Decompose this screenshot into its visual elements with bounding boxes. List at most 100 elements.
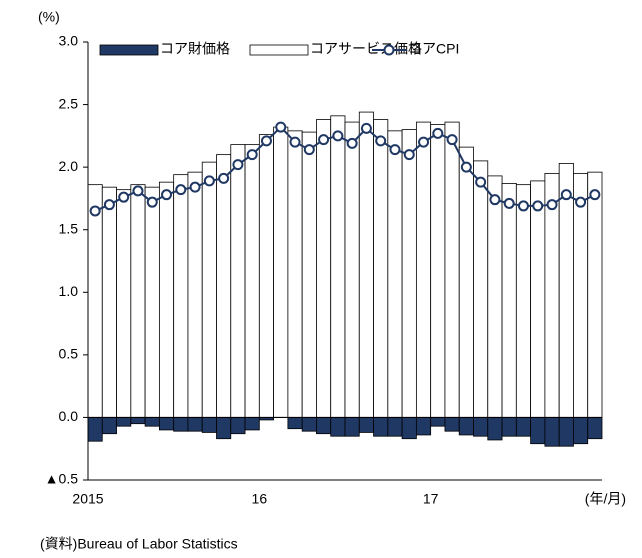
line-marker — [475, 176, 487, 188]
bar — [358, 111, 374, 418]
y-tick-label: 2.0 — [59, 158, 79, 174]
bar — [544, 417, 560, 447]
bar — [401, 129, 417, 418]
line-marker — [118, 191, 130, 203]
line-marker — [375, 135, 387, 147]
bar — [487, 175, 503, 418]
bar — [316, 417, 332, 435]
bar — [415, 417, 432, 436]
bar — [130, 417, 146, 425]
line-marker — [275, 121, 287, 133]
line-marker — [346, 137, 358, 149]
bar — [458, 146, 474, 418]
bar — [144, 417, 160, 427]
line-marker — [189, 181, 201, 193]
bar — [501, 183, 517, 418]
bar — [401, 417, 417, 440]
legend-marker — [383, 44, 395, 56]
legend-label: コア財価格 — [160, 41, 230, 57]
bar — [558, 417, 574, 447]
bar — [244, 417, 260, 431]
bar — [287, 130, 303, 418]
bar — [301, 131, 317, 418]
bar — [573, 417, 589, 445]
line-marker — [246, 149, 258, 161]
bar — [216, 154, 232, 418]
line-marker — [332, 130, 344, 142]
bar — [373, 417, 389, 437]
line-marker — [418, 136, 430, 148]
line-marker — [517, 200, 529, 212]
line-marker — [489, 194, 501, 206]
bar — [173, 417, 189, 432]
x-tick-label: 17 — [423, 491, 439, 507]
bar — [87, 184, 103, 418]
bar — [515, 417, 532, 437]
line-marker — [503, 197, 515, 209]
bar — [101, 186, 117, 418]
bar — [130, 184, 146, 418]
line-marker — [161, 189, 173, 201]
line-marker — [589, 189, 601, 201]
legend-label: コアサービス価格 — [310, 41, 422, 57]
legend-swatch — [99, 44, 159, 56]
line-marker — [560, 189, 572, 201]
bar — [444, 121, 460, 418]
line-marker — [360, 122, 372, 134]
line-marker — [389, 144, 401, 156]
line-marker — [460, 161, 472, 173]
line-marker — [446, 134, 458, 146]
line-marker — [532, 200, 544, 212]
bar — [116, 417, 132, 427]
bar — [258, 134, 275, 418]
line-marker — [546, 199, 558, 211]
bar — [387, 417, 403, 437]
line-marker — [103, 199, 115, 211]
line-marker — [575, 196, 587, 208]
line-marker — [203, 175, 215, 187]
y-tick-label: 1.0 — [59, 283, 79, 299]
bar — [458, 417, 474, 436]
line-marker — [232, 159, 244, 171]
bar — [530, 417, 546, 445]
bar — [287, 417, 303, 430]
line-marker — [432, 127, 444, 139]
bar — [587, 417, 603, 440]
bar — [273, 126, 289, 418]
bar — [501, 417, 517, 437]
bar — [430, 124, 446, 418]
bar — [473, 160, 489, 418]
y-tick-label: 0.0 — [59, 408, 79, 424]
bar — [344, 121, 360, 418]
bar — [587, 171, 603, 418]
line-marker — [289, 136, 301, 148]
line-marker — [132, 185, 144, 197]
bar — [301, 417, 317, 432]
bar — [473, 417, 489, 437]
line-marker — [89, 205, 101, 217]
legend-label: コアCPI — [408, 41, 459, 57]
bar — [558, 162, 574, 418]
bar — [101, 417, 117, 435]
bar — [201, 417, 217, 433]
bar — [415, 121, 432, 418]
bar — [330, 417, 346, 437]
bar — [387, 130, 403, 418]
x-axis-label: (年/月) — [585, 491, 626, 507]
line-marker — [146, 196, 158, 208]
bar — [515, 184, 532, 418]
y-tick-label: 3.0 — [59, 33, 79, 49]
line-marker — [260, 135, 272, 147]
source: (資料)Bureau of Labor Statistics — [40, 536, 238, 552]
bar — [173, 174, 189, 418]
y-axis-label: (%) — [38, 9, 60, 25]
x-tick-label: 16 — [252, 491, 268, 507]
bar — [530, 180, 546, 418]
line-marker — [175, 184, 187, 196]
bar — [444, 417, 460, 432]
line-marker — [318, 134, 330, 146]
bar — [230, 144, 246, 418]
bar — [116, 189, 132, 418]
bar — [573, 172, 589, 418]
